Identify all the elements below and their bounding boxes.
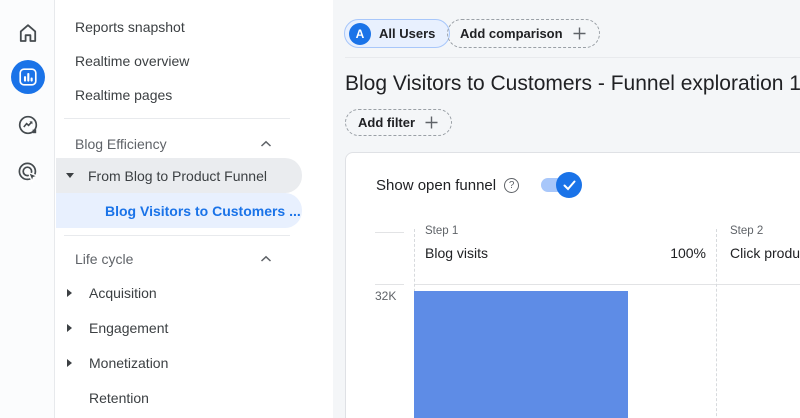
funnel-exploration-card: Show open funnel ? Step 1 Blog (345, 152, 800, 418)
sidebar-item-label: Realtime overview (75, 53, 190, 69)
comparison-chip-label: All Users (379, 26, 436, 41)
gridline-segment-top (375, 232, 404, 233)
open-funnel-toggle-label: Show open funnel (376, 176, 497, 194)
sidebar-item-label: Blog Visitors to Customers ... (105, 202, 301, 219)
sidebar-item-label: Monetization (89, 355, 169, 371)
sidebar-item-label: Realtime pages (75, 87, 173, 103)
sidebar-item-label: Retention (89, 390, 149, 406)
report-main-area: A All Users Add comparison Blog Visitors… (333, 0, 800, 418)
sidebar-item-realtime-pages[interactable]: Realtime pages (56, 78, 302, 112)
collapse-triangle-icon[interactable] (66, 173, 74, 178)
nav-advertising-button[interactable] (0, 159, 55, 185)
open-funnel-toggle-row: Show open funnel ? (376, 172, 583, 198)
section-header-blog-efficiency[interactable]: Blog Efficiency (56, 129, 302, 159)
section-header-life-cycle[interactable]: Life cycle (56, 244, 302, 274)
sidebar-item-label: Engagement (89, 320, 169, 336)
sidebar-divider (64, 235, 290, 236)
header-divider (345, 57, 800, 58)
check-icon (563, 180, 576, 190)
chevron-up-icon[interactable] (260, 140, 272, 148)
sidebar-divider (64, 118, 290, 119)
sidebar-item-acquisition[interactable]: Acquisition (56, 276, 302, 310)
add-comparison-label: Add comparison (460, 26, 563, 41)
step1-name: Blog visits (425, 245, 489, 261)
expand-triangle-icon[interactable] (67, 359, 72, 367)
explore-trend-icon (18, 115, 37, 135)
sidebar-item-label: Acquisition (89, 285, 157, 301)
help-icon[interactable]: ? (504, 177, 520, 193)
chevron-up-icon[interactable] (260, 255, 272, 263)
expand-triangle-icon[interactable] (67, 289, 72, 297)
step1-label: Step 1 (425, 225, 459, 237)
step2-name: Click product (730, 245, 800, 261)
funnel-bar-step1[interactable] (414, 291, 628, 418)
all-users-comparison-chip[interactable]: A All Users (344, 19, 451, 48)
sidebar-item-retention[interactable]: Retention (56, 381, 302, 415)
sidebar-item-label: From Blog to Product Funnel (88, 167, 267, 184)
gridline-32k (414, 284, 800, 285)
plus-icon (573, 27, 586, 40)
sidebar-item-monetization[interactable]: Monetization (56, 346, 302, 380)
sidebar-item-realtime-overview[interactable]: Realtime overview (56, 44, 302, 78)
app-icon-rail (0, 0, 55, 418)
advertising-target-icon (18, 162, 40, 184)
plus-icon (425, 116, 438, 129)
step1-percent: 100% (670, 245, 706, 261)
audience-badge: A (349, 22, 371, 45)
nav-explore-button[interactable] (0, 112, 55, 138)
nav-reports-button[interactable] (0, 60, 55, 94)
step2-label: Step 2 (730, 225, 764, 237)
toggle-thumb (556, 172, 583, 198)
sidebar-item-from-blog-to-product-funnel[interactable]: From Blog to Product Funnel (56, 158, 302, 193)
sidebar-item-reports-snapshot[interactable]: Reports snapshot (56, 10, 302, 44)
nav-home-button[interactable] (0, 20, 55, 46)
expand-triangle-icon[interactable] (67, 324, 72, 332)
sidebar-item-blog-visitors-to-customers[interactable]: Blog Visitors to Customers ... (56, 193, 302, 228)
open-funnel-toggle[interactable] (541, 172, 583, 198)
reports-sidebar: Reports snapshot Realtime overview Realt… (56, 0, 333, 418)
step2-separator-dashed (716, 229, 717, 418)
y-axis-tick-32k: 32K (375, 289, 397, 303)
sidebar-item-engagement[interactable]: Engagement (56, 311, 302, 345)
section-title: Life cycle (75, 251, 134, 267)
gridline-segment-32k (375, 284, 404, 285)
sidebar-item-label: Reports snapshot (75, 19, 185, 35)
section-title: Blog Efficiency (75, 136, 167, 152)
page-title: Blog Visitors to Customers - Funnel expl… (345, 72, 800, 95)
add-filter-label: Add filter (358, 115, 416, 130)
add-comparison-button[interactable]: Add comparison (447, 19, 600, 48)
home-icon (19, 24, 36, 42)
bar-chart-icon (18, 68, 37, 86)
add-filter-button[interactable]: Add filter (345, 109, 453, 136)
reports-selected-circle (10, 60, 45, 94)
